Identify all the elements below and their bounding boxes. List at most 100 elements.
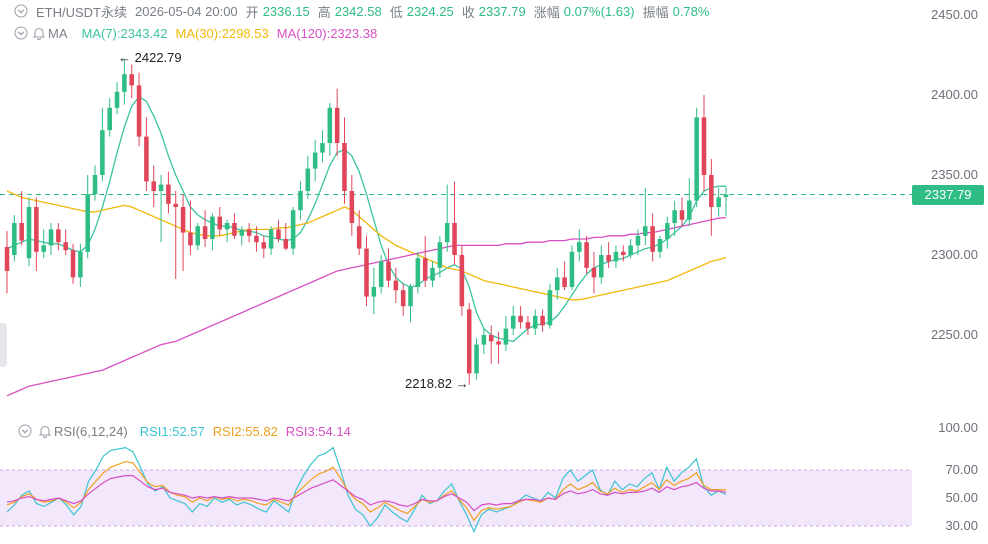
candlestick bbox=[364, 235, 369, 307]
candlestick bbox=[591, 251, 597, 294]
candle-body bbox=[576, 242, 582, 252]
candle-body bbox=[621, 251, 626, 255]
candle-body bbox=[386, 261, 391, 281]
rsi1-line bbox=[6, 446, 727, 534]
candle-body bbox=[41, 245, 46, 252]
candlestick bbox=[202, 210, 208, 247]
candlestick bbox=[41, 229, 46, 259]
ma30-value: MA(30):2298.53 bbox=[175, 25, 269, 41]
candle-body bbox=[422, 258, 428, 281]
candle-body bbox=[378, 261, 384, 287]
candle-body bbox=[158, 184, 164, 191]
rsi-axis-label: 100.00 bbox=[938, 420, 978, 435]
rsi-legend: RSI(6,12,24) RSI1:52.57 RSI2:55.82 RSI3:… bbox=[18, 421, 351, 441]
close-value: 2337.79 bbox=[478, 3, 526, 19]
candle-body bbox=[371, 287, 377, 297]
ma-legend: MA MA(7):2343.42 MA(30):2298.53 MA(120):… bbox=[14, 23, 377, 43]
rsi-band bbox=[0, 470, 912, 526]
rsi2-line bbox=[6, 460, 727, 522]
candlestick bbox=[496, 331, 501, 364]
candlestick bbox=[276, 219, 281, 243]
candle-body bbox=[298, 191, 303, 211]
candlestick bbox=[327, 103, 333, 156]
candle-body bbox=[459, 255, 465, 307]
candlestick bbox=[547, 283, 553, 329]
candle-body bbox=[85, 194, 90, 252]
candlestick bbox=[503, 315, 509, 351]
candle-body bbox=[665, 223, 670, 239]
candle-body bbox=[694, 117, 699, 201]
candlestick bbox=[532, 309, 538, 335]
candlestick bbox=[525, 315, 531, 335]
chevron-down-icon[interactable] bbox=[14, 4, 28, 18]
candle-body bbox=[481, 335, 487, 345]
candlestick bbox=[694, 107, 699, 207]
candlestick bbox=[151, 165, 157, 207]
price-axis-label: 2250.00 bbox=[931, 327, 978, 342]
candle-body bbox=[584, 242, 589, 268]
amplitude-label: 振幅 bbox=[642, 4, 669, 20]
panel-drag-handle[interactable] bbox=[0, 323, 7, 367]
candle-body bbox=[400, 290, 406, 307]
candle-body bbox=[261, 242, 267, 249]
candlestick bbox=[723, 186, 729, 217]
candlestick bbox=[481, 328, 487, 355]
candlestick bbox=[224, 219, 230, 243]
candle-body bbox=[657, 239, 663, 252]
candlestick bbox=[173, 191, 179, 279]
candle-body bbox=[56, 229, 61, 243]
rsi3-line bbox=[6, 475, 727, 512]
symbol-name[interactable]: ETH/USDT永续 bbox=[36, 4, 128, 20]
ma-indicator-name[interactable]: MA bbox=[48, 25, 68, 41]
candle-body bbox=[643, 226, 648, 236]
candle-body bbox=[151, 181, 157, 191]
rsi-indicator-name[interactable]: RSI(6,12,24) bbox=[54, 423, 128, 439]
candlestick bbox=[320, 130, 325, 163]
chevron-down-icon[interactable] bbox=[18, 424, 32, 438]
candlestick bbox=[356, 210, 362, 255]
candlestick bbox=[217, 207, 223, 236]
low-price-value: 2218.82 bbox=[405, 376, 452, 391]
candlestick bbox=[188, 200, 193, 255]
candlestick bbox=[342, 117, 347, 204]
candle-body bbox=[356, 226, 362, 249]
candle-body bbox=[224, 223, 230, 230]
candlestick bbox=[210, 213, 215, 251]
candlestick bbox=[85, 175, 90, 259]
candle-body bbox=[246, 229, 252, 236]
candle-body bbox=[474, 344, 479, 374]
candlestick bbox=[415, 251, 421, 294]
price-axis-label: 2450.00 bbox=[931, 7, 978, 22]
bell-icon[interactable] bbox=[38, 424, 52, 438]
candlestick bbox=[283, 223, 289, 251]
candlestick bbox=[709, 159, 714, 236]
bell-icon[interactable] bbox=[32, 26, 46, 40]
candlestick bbox=[26, 197, 32, 267]
candlestick bbox=[246, 223, 252, 243]
candlestick bbox=[665, 216, 670, 249]
candle-body bbox=[173, 203, 179, 207]
candle-body bbox=[312, 152, 318, 169]
candlestick bbox=[554, 267, 560, 300]
candle-body bbox=[518, 315, 523, 323]
candle-body bbox=[452, 223, 457, 255]
candle-body bbox=[364, 248, 369, 297]
candle-body bbox=[687, 200, 692, 220]
change-label: 涨幅 bbox=[533, 4, 560, 20]
candle-body bbox=[107, 107, 112, 131]
candle-body bbox=[628, 245, 633, 255]
candlestick bbox=[261, 235, 267, 259]
chevron-down-icon[interactable] bbox=[14, 26, 28, 40]
rsi1-value: RSI1:52.57 bbox=[139, 423, 205, 439]
candlestick bbox=[599, 245, 604, 284]
candlestick bbox=[158, 175, 164, 243]
candle-body bbox=[525, 322, 531, 329]
candle-body bbox=[232, 223, 237, 236]
candle-body bbox=[679, 210, 685, 220]
rsi3-value: RSI3:54.14 bbox=[285, 423, 351, 439]
candlestick bbox=[290, 207, 296, 255]
price-candlestick-chart[interactable] bbox=[0, 0, 988, 420]
candle-body bbox=[217, 216, 223, 230]
rsi-axis-label: 50.00 bbox=[945, 490, 978, 505]
